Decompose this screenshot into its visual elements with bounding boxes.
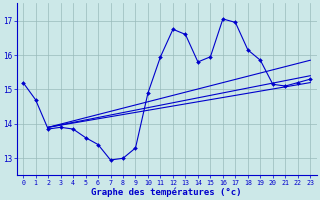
X-axis label: Graphe des températures (°c): Graphe des températures (°c) xyxy=(92,187,242,197)
